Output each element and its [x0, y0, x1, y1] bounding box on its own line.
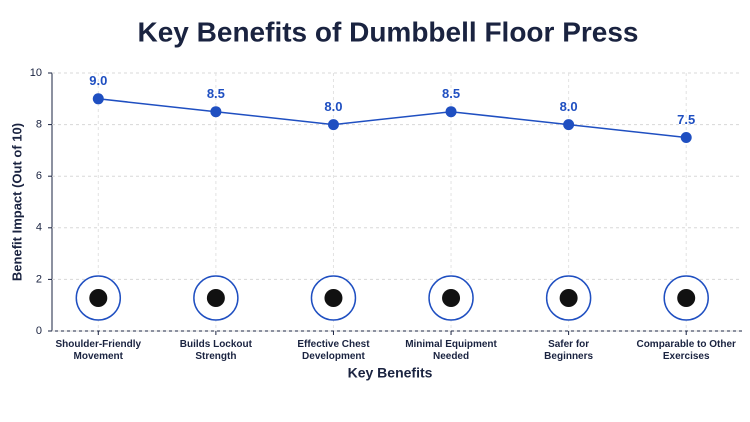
- point: [445, 106, 457, 118]
- value-label: 7.5: [677, 112, 695, 127]
- point: [563, 119, 575, 131]
- line: [98, 98, 687, 139]
- y-tick-label: 4: [36, 222, 42, 234]
- value-label: 8.0: [324, 99, 342, 114]
- value-label: 9.0: [89, 73, 107, 88]
- x-tick-label: Safer for Beginners: [544, 339, 594, 362]
- chart-title: Key Benefits of Dumbbell Floor Press: [138, 16, 639, 47]
- benefit-icon: [206, 289, 225, 307]
- point: [210, 106, 222, 118]
- benefit-icon: [559, 289, 578, 307]
- y-tick-label: 2: [36, 273, 42, 285]
- benefit-icon: [89, 289, 108, 307]
- point: [327, 119, 339, 131]
- x-tick-label: Effective Chest Development: [297, 339, 370, 362]
- x-tick-label: Shoulder-Friendly Movement: [55, 339, 142, 362]
- value-label: 8.5: [207, 86, 225, 101]
- benefit-icon: [324, 289, 343, 307]
- x-axis-label: Key Benefits: [348, 365, 433, 381]
- y-tick-label: 8: [36, 119, 42, 131]
- value-label: 8.0: [560, 99, 578, 114]
- y-axis-label: Benefit Impact (Out of 10): [9, 123, 24, 281]
- value-label: 8.5: [442, 86, 460, 101]
- point: [680, 132, 692, 143]
- point: [92, 93, 104, 105]
- y-tick-label: 0: [36, 325, 42, 337]
- benefit-icon: [442, 289, 461, 307]
- benefit-icon: [677, 289, 696, 307]
- x-tick-label: Minimal Equipment Needed: [405, 339, 497, 362]
- x-tick-label: Comparable to Other Exercises: [636, 339, 736, 362]
- y-tick-label: 10: [30, 67, 42, 79]
- y-tick-label: 6: [36, 170, 42, 182]
- x-tick-label: Builds Lockout Strength: [179, 339, 252, 362]
